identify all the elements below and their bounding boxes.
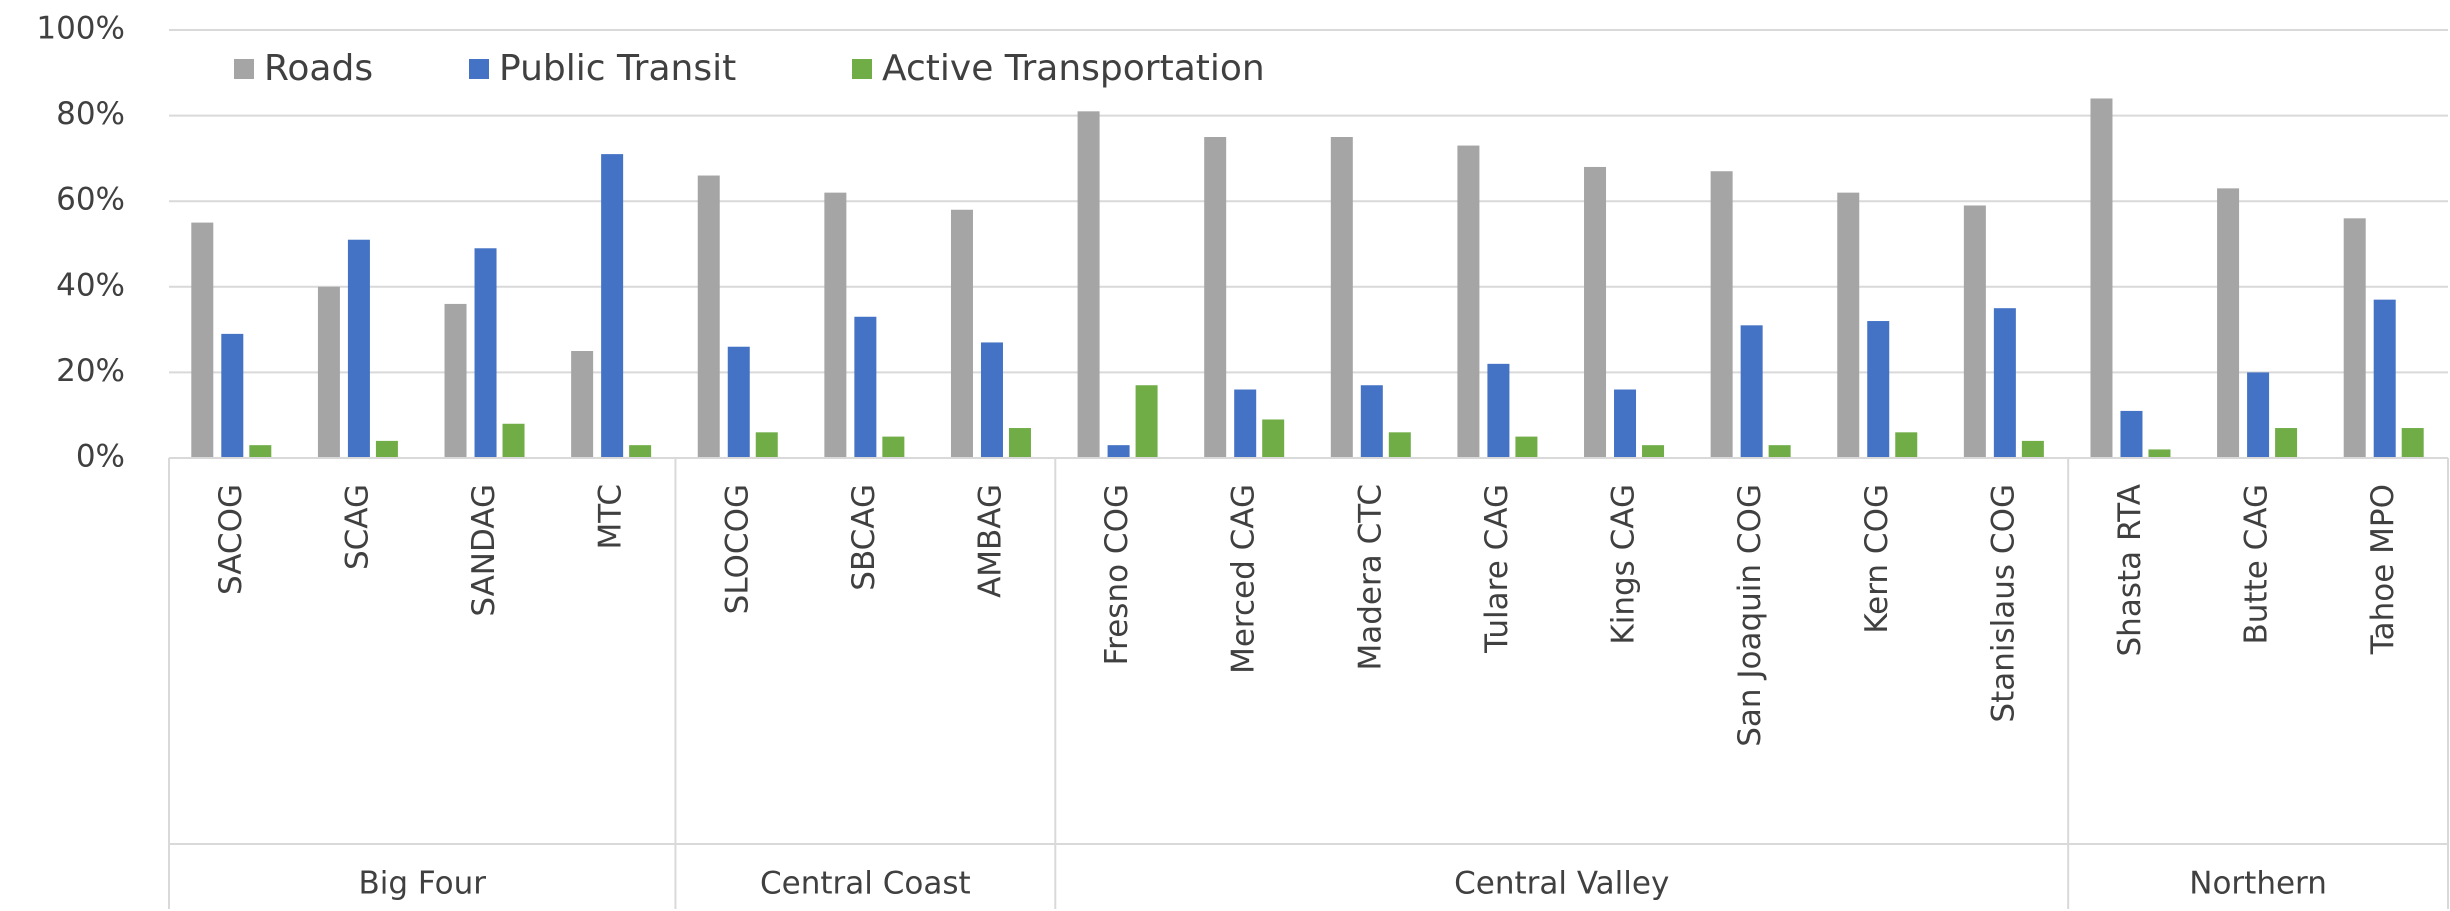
bar [249,445,272,458]
y-tick-label: 20% [56,353,125,389]
y-tick-label: 0% [76,439,125,475]
bar [1993,308,2016,458]
bar [1330,137,1353,458]
bar [1360,385,1383,458]
x-tick-label: Shasta RTA [2112,484,2148,657]
bar [755,432,778,458]
x-tick-label: SCAG [339,484,375,570]
bar [2247,372,2270,458]
bar [1963,205,1986,458]
bar [854,316,877,458]
bar [1487,363,1510,458]
bar [629,445,652,458]
y-tick-label: 60% [56,182,125,218]
bar [444,303,467,458]
y-tick-label: 80% [56,96,125,132]
legend-swatch [852,59,872,79]
x-tick-label: San Joaquin COG [1732,484,1768,747]
legend: Roads Public Transit Active Transportation [234,48,1265,89]
legend-label: Active Transportation [882,48,1265,89]
bar [1642,445,1665,458]
y-tick-label: 100% [36,11,125,47]
bar [2217,188,2240,459]
legend-swatch [469,59,489,79]
bar [1768,445,1791,458]
bar [727,346,750,458]
bar [502,423,525,458]
group-label: Central Coast [760,866,971,902]
bar [1107,445,1130,458]
bar [980,342,1003,458]
bar [697,175,720,458]
x-tick-label: Fresno COG [1099,484,1135,665]
x-tick-label: MTC [593,484,629,550]
bar [2120,410,2143,458]
bar [571,351,594,458]
bar [2148,449,2171,458]
bar [1388,432,1411,458]
bar [1867,321,1890,458]
x-tick-label: SBCAG [846,484,882,591]
bar [1837,192,1860,458]
x-tick-label: Madera CTC [1352,484,1388,671]
bar [2401,428,2424,458]
x-tick-label: Kern COG [1859,484,1895,634]
bar [2021,440,2044,458]
group-label: Central Valley [1454,866,1669,902]
legend-label: Public Transit [499,48,736,89]
bar [1204,137,1227,458]
bar [1135,385,1158,458]
x-tick-label: Tulare CAG [1479,484,1515,654]
x-tick-label: AMBAG [972,484,1008,598]
x-tick-label: Kings CAG [1606,484,1642,645]
x-tick-label: Butte CAG [2239,484,2275,644]
y-tick-label: 40% [56,267,125,303]
bar [2373,299,2396,458]
legend-swatch [234,59,254,79]
bar [1515,436,1538,458]
x-tick-label: SANDAG [466,484,502,617]
bar [1234,389,1257,458]
x-tick-label: SACOG [213,484,249,595]
bar [2090,98,2113,458]
x-tick-label: SLOCOG [719,484,755,614]
bar [2275,428,2298,458]
bar [1008,428,1031,458]
bar [1584,166,1607,458]
bar [221,333,244,458]
bar [317,286,340,458]
bar [1614,389,1637,458]
bar [375,440,398,458]
bar [1710,171,1733,459]
bar [2343,218,2366,458]
bar [1740,325,1763,458]
bar [601,154,624,458]
bar [1457,145,1480,458]
group-label: Big Four [358,866,486,902]
x-tick-label: Stanislaus COG [1985,484,2021,723]
bar [950,209,973,458]
bar [1077,111,1100,458]
group-label: Northern [2189,866,2327,902]
bar [191,222,214,458]
bar [1262,419,1285,458]
legend-label: Roads [264,48,373,89]
bar [347,239,370,458]
bar [824,192,847,458]
bar [474,248,497,458]
bar [882,436,905,458]
bar [1895,432,1918,458]
x-tick-label: Tahoe MPO [2365,484,2401,655]
x-tick-label: Merced CAG [1226,484,1262,674]
